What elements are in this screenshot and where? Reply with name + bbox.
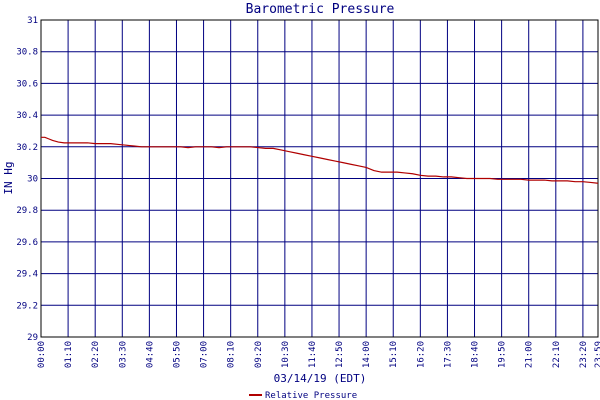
- y-tick-label: 30.8: [16, 48, 38, 58]
- plot-frame: [40, 19, 599, 338]
- x-axis-label: 03/14/19 (EDT): [274, 372, 367, 385]
- y-tick-label: 30.4: [16, 111, 38, 121]
- x-tick-label: 16:20: [416, 341, 426, 368]
- x-tick-label: 18:40: [471, 341, 481, 368]
- x-tick-label: 21:00: [525, 341, 535, 368]
- x-tick-label: 19:50: [498, 341, 508, 368]
- y-tick-label: 29.2: [16, 301, 38, 311]
- x-tick-label: 00:00: [37, 341, 47, 368]
- x-tick-label: 23:59: [594, 341, 600, 368]
- y-axis-label: IN Hg: [2, 161, 15, 194]
- series-line-relative-pressure: [41, 136, 599, 184]
- legend-entry: Relative Pressure: [265, 391, 357, 400]
- y-tick-label: 29.6: [16, 238, 38, 248]
- x-tick-labels: 00:00 01:10 02:20 03:30 04:40 05:50 07:00 08:10…: [37, 341, 600, 368]
- x-tick-label: 23:20: [579, 341, 589, 368]
- y-tick-label: 30: [27, 175, 38, 185]
- x-tick-label: 07:00: [200, 341, 210, 368]
- y-tick-label: 30.2: [16, 143, 38, 153]
- x-tick-label: 09:20: [254, 341, 264, 368]
- y-tick-label: 31: [27, 16, 38, 26]
- x-tick-label: 02:20: [91, 341, 101, 368]
- x-tick-label: 08:10: [227, 341, 237, 368]
- x-tick-label: 05:50: [172, 341, 182, 368]
- y-tick-label: 29.4: [16, 270, 38, 280]
- x-tick-label: 22:10: [552, 341, 562, 368]
- y-tick-label: 29.8: [16, 206, 38, 216]
- x-tick-label: 03:30: [118, 341, 128, 368]
- y-tick-label: 30.6: [16, 79, 38, 89]
- x-tick-label: 14:00: [362, 341, 372, 368]
- x-tick-label: 15:10: [389, 341, 399, 368]
- chart-title: Barometric Pressure: [246, 2, 395, 17]
- x-tick-label: 17:30: [443, 341, 453, 368]
- x-tick-label: 01:10: [64, 341, 74, 368]
- x-tick-label: 04:40: [145, 341, 155, 368]
- x-tick-label: 12:50: [335, 341, 345, 368]
- y-tick-labels: 29 29.2 29.4 29.6 29.8 30 30.2 30.4 30.6 30.8 31: [16, 16, 38, 343]
- x-tick-label: 11:40: [308, 341, 318, 368]
- x-tick-label: 10:30: [281, 341, 291, 368]
- y-tick-label: 29: [27, 333, 38, 343]
